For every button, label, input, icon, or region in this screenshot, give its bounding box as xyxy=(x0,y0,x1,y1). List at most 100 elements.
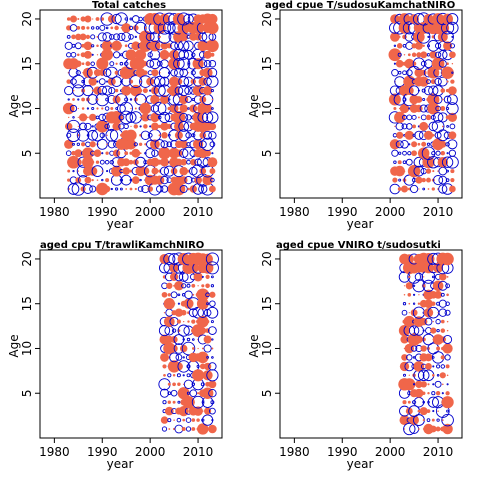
bubble-point xyxy=(194,158,202,166)
bubble-point xyxy=(446,320,449,323)
bubble-point xyxy=(91,53,94,56)
bubble-point xyxy=(425,168,432,174)
bubble-point xyxy=(130,84,142,97)
bubble-point xyxy=(206,75,219,88)
bubble-point xyxy=(182,338,185,341)
bubble-point xyxy=(434,42,442,49)
bubble-point xyxy=(187,262,199,274)
bubble-point xyxy=(120,80,123,83)
bubble-point xyxy=(105,178,110,183)
bubble-point xyxy=(208,362,217,371)
bubble-point xyxy=(149,107,151,110)
bubble-point xyxy=(69,15,78,23)
bubble-point xyxy=(427,102,440,115)
bubble-point xyxy=(409,14,419,24)
bubble-point xyxy=(422,419,425,422)
bubble-point xyxy=(445,142,450,147)
bubble-point xyxy=(440,328,446,333)
bubble-point xyxy=(192,58,204,70)
bubble-point xyxy=(125,49,137,61)
bubble-point xyxy=(135,67,146,78)
bubble-point xyxy=(99,159,105,165)
bubble-point xyxy=(211,275,214,279)
bubble-point xyxy=(432,134,435,137)
bubble-point xyxy=(403,378,416,391)
bubble-point xyxy=(401,354,408,361)
bubble-point xyxy=(440,364,445,369)
bubble-point xyxy=(402,302,407,306)
bubble-point xyxy=(115,93,128,106)
bubble-point xyxy=(398,13,411,25)
bubble-point xyxy=(206,39,219,53)
chart-panel-2: aged cpue T/sudosuKamchatNIRO 1980 1990 200… xyxy=(247,0,463,231)
bubble-point xyxy=(448,86,457,95)
bubble-point xyxy=(114,25,119,31)
bubble-point xyxy=(421,141,427,147)
bubble-point xyxy=(67,169,71,173)
bubble-point xyxy=(211,152,214,155)
bubble-point xyxy=(156,185,164,193)
bubble-point xyxy=(68,116,70,119)
bubble-point xyxy=(97,32,107,42)
bubble-point xyxy=(205,274,210,279)
bubble-point xyxy=(177,293,181,297)
bubble-point xyxy=(174,362,183,371)
bubble-point xyxy=(397,160,402,165)
bubble-point xyxy=(169,104,179,113)
bubble-point xyxy=(392,177,398,183)
bubble-point xyxy=(160,122,169,131)
bubble-point xyxy=(104,123,110,130)
bubble-point xyxy=(104,106,110,111)
bubble-point xyxy=(200,382,205,387)
bubble-point xyxy=(201,284,205,288)
bubble-point xyxy=(194,176,203,185)
bubble-point xyxy=(427,93,440,106)
bubble-point xyxy=(393,160,397,164)
bubble-point xyxy=(145,32,155,42)
bubble-point xyxy=(176,319,181,324)
y-tick-label: 15 xyxy=(260,56,274,71)
bubble-point xyxy=(432,112,444,123)
bubble-point xyxy=(159,13,170,25)
bubble-point xyxy=(403,170,406,172)
bubble-point xyxy=(210,284,215,288)
x-axis-label: year xyxy=(347,217,374,231)
bubble-point xyxy=(432,365,435,368)
bubble-point xyxy=(169,272,179,282)
bubble-point xyxy=(403,315,416,328)
bubble-point xyxy=(106,143,108,146)
bubble-point xyxy=(434,290,443,299)
bubble-point xyxy=(437,170,439,172)
bubble-point xyxy=(446,383,449,386)
x-axis-label: year xyxy=(347,457,374,471)
bubble-point xyxy=(113,51,121,59)
bubble-point xyxy=(402,160,407,164)
bubble-point xyxy=(158,111,171,123)
bubble-point xyxy=(208,122,217,131)
bubble-point xyxy=(128,34,134,40)
bubble-point xyxy=(72,98,75,101)
bubble-point xyxy=(396,131,404,139)
bubble-point xyxy=(446,62,449,65)
bubble-point xyxy=(84,15,92,23)
bubble-point xyxy=(422,329,425,332)
bubble-point xyxy=(405,282,413,290)
bubble-point xyxy=(71,34,76,40)
bubble-point xyxy=(418,188,420,190)
bubble-point xyxy=(414,41,423,50)
bubble-point xyxy=(429,51,438,59)
bubble-point xyxy=(432,320,434,323)
bubble-point xyxy=(81,97,85,102)
bubble-point xyxy=(86,107,90,110)
bubble-point xyxy=(121,32,132,42)
bubble-point xyxy=(401,185,408,193)
bubble-point xyxy=(441,383,444,386)
bubble-point xyxy=(404,343,415,354)
bubble-point xyxy=(110,53,114,57)
x-tick-label: 2000 xyxy=(375,205,406,219)
bubble-point xyxy=(201,275,204,278)
bubble-point xyxy=(102,85,113,96)
x-tick-label: 1980 xyxy=(279,205,310,219)
bubble-point xyxy=(417,21,430,34)
bubble-point xyxy=(167,293,171,297)
